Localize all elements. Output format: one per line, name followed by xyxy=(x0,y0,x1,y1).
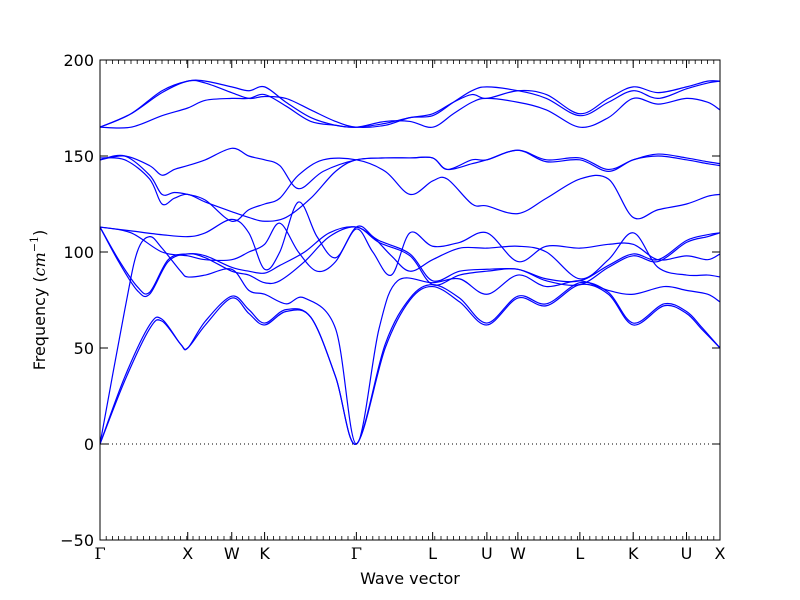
band-line-1 xyxy=(100,283,720,445)
x-tick-label: Γ xyxy=(94,544,105,563)
y-axis-label-exponent: −1 xyxy=(28,236,41,252)
band-line-9 xyxy=(100,147,720,190)
x-tick-label: Γ xyxy=(351,544,362,563)
x-tick-label: U xyxy=(481,544,493,563)
band-line-12 xyxy=(100,79,720,128)
band-line-11 xyxy=(100,79,720,128)
y-axis-label-unit: cm xyxy=(30,252,49,276)
band-line-4 xyxy=(100,226,720,298)
y-tick-label: 150 xyxy=(63,147,94,166)
y-tick-label: −50 xyxy=(60,531,94,550)
y-axis-label-text: Frequency ( xyxy=(30,276,49,370)
y-axis-label: Frequency (cm−1) xyxy=(28,230,49,371)
x-tick-label: L xyxy=(575,544,584,563)
band-line-2 xyxy=(100,281,720,445)
x-tick-label: X xyxy=(715,544,726,563)
y-tick-label: 50 xyxy=(74,339,94,358)
band-line-7 xyxy=(100,222,720,280)
y-axis-label-close: ) xyxy=(30,230,49,236)
x-tick-label: W xyxy=(224,544,240,563)
x-minor-ticks xyxy=(99,60,721,540)
y-tick-label: 200 xyxy=(63,51,94,70)
x-tick-label: K xyxy=(259,544,270,563)
y-tick-label: 0 xyxy=(84,435,94,454)
band-line-6 xyxy=(100,201,720,276)
x-tick-label: K xyxy=(628,544,639,563)
band-line-10 xyxy=(100,154,720,222)
band-line-13 xyxy=(100,93,720,129)
band-line-5 xyxy=(100,226,720,295)
y-tick-label: 100 xyxy=(63,243,94,262)
x-axis-label: Wave vector xyxy=(360,569,460,588)
plot-frame xyxy=(99,59,721,541)
y-axis-ticks: −50 0 50 100 150 200 xyxy=(60,51,720,550)
x-tick-label: U xyxy=(681,544,693,563)
band-lines xyxy=(100,79,720,445)
x-tick-label: L xyxy=(428,544,437,563)
x-tick-label: X xyxy=(182,544,193,563)
x-tick-label: W xyxy=(510,544,526,563)
